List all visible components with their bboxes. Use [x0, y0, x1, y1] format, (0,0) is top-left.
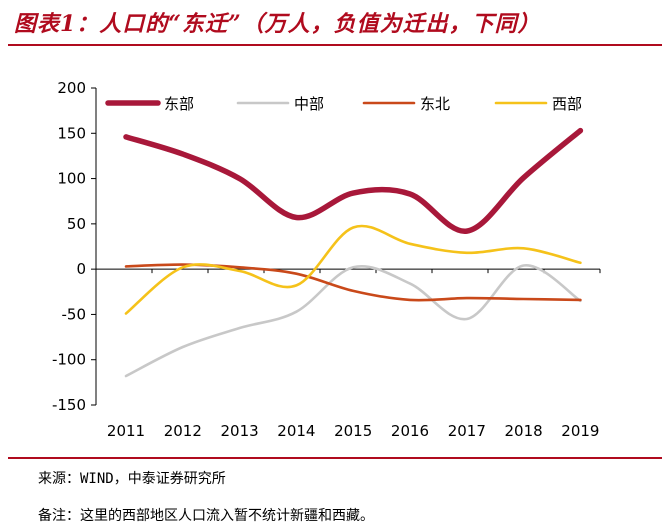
series-line-0	[123, 127, 584, 234]
x-tick-label: 2013	[221, 422, 259, 440]
y-tick-label: 0	[76, 260, 86, 278]
y-tick-label: -100	[52, 351, 86, 369]
series-layer	[123, 127, 584, 378]
remark-note: 备注：这里的西部地区人口流入暂不统计新疆和西藏。	[38, 508, 374, 524]
title-rule	[8, 44, 662, 46]
legend-label: 西部	[552, 95, 582, 113]
y-tick-label: 50	[67, 215, 86, 233]
legend-label: 东北	[420, 95, 450, 113]
x-tick-label: 2019	[561, 422, 599, 440]
legend-label: 中部	[294, 95, 324, 113]
y-tick-label: 150	[57, 124, 86, 142]
series-line-1	[124, 264, 582, 378]
chart-title: 图表1：人口的“东迁”（万人，负值为迁出，下同）	[14, 11, 541, 37]
line-chart: -150 -100 -50 0 50 100 150 200 2011 2012 2013 2014 2…	[52, 79, 601, 440]
y-tick-label: 100	[57, 170, 86, 188]
x-tick-label: 2012	[164, 422, 202, 440]
source-note: 来源：WIND，中泰证券研究所	[38, 471, 226, 487]
x-tick-label: 2014	[277, 422, 315, 440]
legend-label: 东部	[164, 95, 194, 113]
series-line-2	[124, 263, 582, 302]
x-tick-label: 2018	[505, 422, 543, 440]
y-tick-label: -150	[52, 396, 86, 414]
y-tick-label: -50	[62, 305, 87, 323]
axis-layer: -150 -100 -50 0 50 100 150 200 2011 2012 2013 2014 2…	[52, 79, 601, 440]
x-tick-label: 2016	[391, 422, 429, 440]
series-line-3	[124, 224, 582, 315]
legend: 东部 中部 东北 西部	[105, 95, 582, 113]
x-tick-label: 2011	[107, 422, 145, 440]
footer-rule	[8, 457, 662, 459]
x-tick-label: 2017	[448, 422, 486, 440]
y-tick-label: 200	[57, 79, 86, 97]
x-tick-label: 2015	[334, 422, 372, 440]
